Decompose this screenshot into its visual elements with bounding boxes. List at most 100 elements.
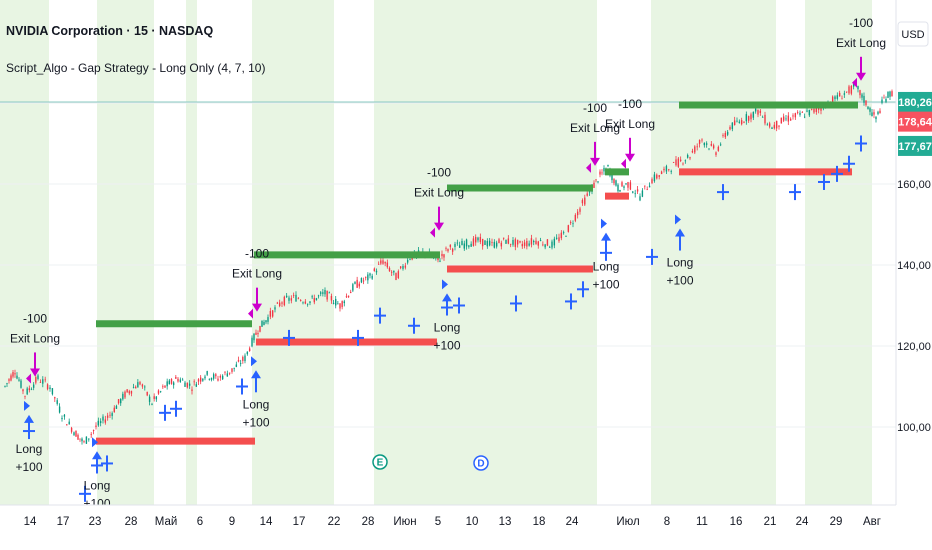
candle-body xyxy=(111,413,113,416)
candle-body xyxy=(343,301,345,304)
event-badge-icon xyxy=(473,455,489,471)
candle-body xyxy=(231,368,233,372)
entry-flag-icon xyxy=(601,218,607,229)
candle-body xyxy=(877,111,879,115)
entry-arrow-icon xyxy=(675,228,685,237)
candle-body xyxy=(491,241,493,243)
candle-body xyxy=(861,94,863,98)
candle-body xyxy=(388,267,391,272)
entry-flag-icon xyxy=(251,356,257,367)
candle-body xyxy=(332,302,335,304)
candle-body xyxy=(309,301,311,303)
x-tick-label: 29 xyxy=(830,516,843,528)
candle-body xyxy=(16,375,18,379)
candle-body xyxy=(299,299,302,301)
candle-body xyxy=(611,172,613,181)
candle-body xyxy=(519,241,521,243)
candle-body xyxy=(672,162,675,163)
candle-body xyxy=(586,193,588,196)
candle-body xyxy=(740,120,743,125)
chart-title[interactable]: NVIDIA Corporation · 15 · NASDAQ xyxy=(6,24,214,38)
candle-body xyxy=(530,238,533,245)
x-tick-label: 14 xyxy=(24,516,37,528)
candle-body xyxy=(796,112,799,113)
exit-flag-icon xyxy=(852,77,857,88)
candle-body xyxy=(565,236,567,237)
exit-arrow-icon xyxy=(625,153,635,162)
candle-body xyxy=(539,240,542,242)
study-legend[interactable]: Script_Algo - Gap Strategy - Long Only (… xyxy=(6,61,266,75)
candle-body xyxy=(347,295,350,298)
candle-body xyxy=(49,387,51,390)
candle-body xyxy=(292,295,295,296)
candle-body xyxy=(399,266,402,269)
entry-arrow-icon xyxy=(442,293,452,302)
candle-body xyxy=(35,377,37,383)
exit-flag-icon xyxy=(26,373,31,384)
exit-flag-icon xyxy=(430,227,435,238)
candle-body xyxy=(297,298,300,300)
candle-body xyxy=(456,242,459,244)
candle-body xyxy=(85,436,88,444)
x-tick-label: 22 xyxy=(328,516,341,528)
candle-body xyxy=(79,438,81,440)
candle-body xyxy=(447,249,449,252)
x-tick-label: 9 xyxy=(229,516,235,528)
exit-arrow-icon xyxy=(590,157,600,166)
y-tick-label: 100,00 xyxy=(897,422,931,434)
candle-body xyxy=(135,386,137,389)
candle-body xyxy=(801,112,804,113)
candle-body xyxy=(441,253,443,257)
candle-body xyxy=(486,240,489,247)
candle-body xyxy=(188,383,191,386)
candle-body xyxy=(360,278,363,283)
candle-body xyxy=(30,388,33,390)
candle-body xyxy=(278,302,281,306)
candle-body xyxy=(12,372,14,377)
candle-body xyxy=(553,238,556,246)
entry-qty: +100 xyxy=(15,460,42,474)
candle-body xyxy=(380,260,382,264)
price-tag-value: 180,26 xyxy=(898,97,932,109)
candle-body xyxy=(731,122,734,130)
candle-body xyxy=(885,98,887,102)
candle-body xyxy=(815,107,818,112)
candle-body xyxy=(627,182,629,188)
candle-body xyxy=(204,376,206,379)
candle-body xyxy=(660,171,663,175)
candle-body xyxy=(736,120,738,122)
candle-body xyxy=(239,363,242,365)
candle-body xyxy=(255,332,257,335)
exit-arrow-icon xyxy=(434,222,444,231)
candle-body xyxy=(881,99,883,103)
candle-body xyxy=(354,281,356,284)
candle-body xyxy=(335,298,337,306)
candle-body xyxy=(750,114,752,120)
candle-body xyxy=(516,239,519,245)
candle-body xyxy=(632,191,634,193)
x-tick-label: Июн xyxy=(393,516,416,528)
exit-label: Exit Long xyxy=(605,117,655,131)
entry-flag-icon xyxy=(675,214,681,225)
currency-label: USD xyxy=(901,29,924,41)
candle-body xyxy=(867,106,869,110)
candle-body xyxy=(495,242,498,247)
candle-body xyxy=(251,337,253,347)
candle-body xyxy=(646,189,648,191)
candle-body xyxy=(505,239,507,244)
exit-qty: -100 xyxy=(23,311,47,325)
price-axis-panel xyxy=(896,0,932,550)
candle-body xyxy=(567,225,570,232)
candle-body xyxy=(691,150,694,153)
candle-body xyxy=(170,378,173,384)
candle-body xyxy=(873,112,875,115)
candle-body xyxy=(24,395,26,397)
candle-body xyxy=(184,382,186,387)
candle-body xyxy=(572,223,574,225)
entry-label: Long xyxy=(84,478,111,492)
candle-body xyxy=(865,100,867,106)
candle-body xyxy=(8,379,10,381)
candle-body xyxy=(871,112,873,117)
